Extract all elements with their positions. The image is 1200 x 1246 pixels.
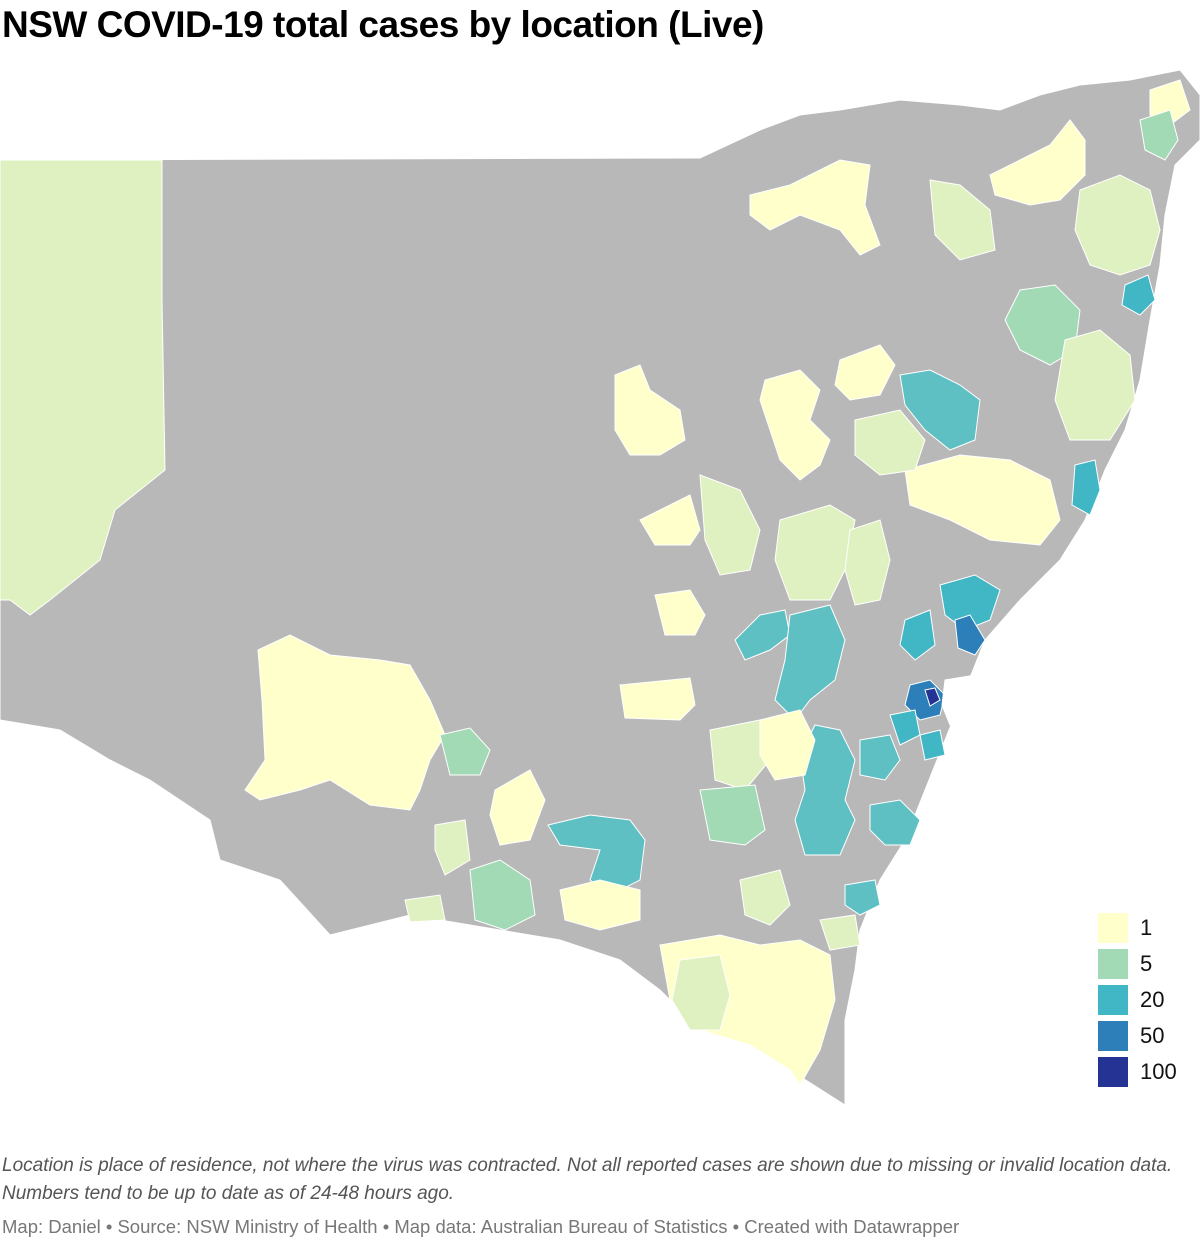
legend-item: 50 xyxy=(1098,1018,1198,1054)
legend-label: 50 xyxy=(1140,1023,1165,1048)
nsw-outline[interactable] xyxy=(0,69,1200,1106)
region-south-green-2[interactable] xyxy=(739,869,791,926)
region-coastal-teal-1[interactable] xyxy=(899,609,936,661)
region-southern-teal-3[interactable] xyxy=(859,734,901,781)
region-hunter-teal[interactable] xyxy=(939,574,1001,631)
region-ne-green-1[interactable] xyxy=(1074,174,1161,276)
legend-label: 20 xyxy=(1140,987,1165,1012)
region-port-teal[interactable] xyxy=(1071,459,1101,516)
region-sc-green-1[interactable] xyxy=(709,719,771,791)
region-ne-green-5[interactable] xyxy=(1054,329,1136,441)
region-cw-yellow-1[interactable] xyxy=(654,589,706,636)
region-murray-yellow-1[interactable] xyxy=(489,769,546,846)
legend-label: 5 xyxy=(1140,951,1153,976)
region-coffs-teal[interactable] xyxy=(1121,274,1156,316)
region-southern-teal-2[interactable] xyxy=(869,799,921,846)
nsw-map-svg[interactable] xyxy=(0,60,1200,1120)
region-central-yellow[interactable] xyxy=(614,364,686,456)
legend-item: 20 xyxy=(1098,982,1198,1018)
legend-item: 5 xyxy=(1098,946,1198,982)
region-ne-yellow-1[interactable] xyxy=(989,119,1086,206)
region-murray-green-2[interactable] xyxy=(434,819,471,876)
region-cw-green-3[interactable] xyxy=(844,519,891,606)
region-mid-yellow-4[interactable] xyxy=(639,494,701,546)
map-credits: Map: Daniel • Source: NSW Ministry of He… xyxy=(2,1216,960,1237)
legend-swatch xyxy=(1098,1021,1128,1051)
legend-swatch xyxy=(1098,949,1128,979)
region-sydney-teal-2[interactable] xyxy=(919,729,946,761)
region-mid-yellow-1[interactable] xyxy=(759,369,831,481)
region-murray-green-1[interactable] xyxy=(469,859,536,931)
choropleth-map[interactable] xyxy=(0,60,1200,1120)
region-cw-green-2[interactable] xyxy=(774,504,856,601)
region-sydney-metro-white[interactable] xyxy=(941,674,986,726)
legend-swatch xyxy=(1098,913,1128,943)
region-mid-green-1[interactable] xyxy=(854,409,926,476)
region-murray-green-3[interactable] xyxy=(404,894,446,923)
region-mid-yellow-3[interactable] xyxy=(904,454,1061,546)
region-cw-green-1[interactable] xyxy=(699,474,761,576)
legend-item: 1 xyxy=(1098,910,1198,946)
legend-item: 100 xyxy=(1098,1054,1198,1090)
region-sc-green-2[interactable] xyxy=(699,784,766,846)
map-notes: Location is place of residence, not wher… xyxy=(2,1155,1173,1204)
legend-swatch xyxy=(1098,985,1128,1015)
region-mid-yellow-5[interactable] xyxy=(619,677,696,721)
region-sc-yellow-1[interactable] xyxy=(759,709,816,781)
region-south-coast-teal[interactable] xyxy=(844,879,881,916)
region-south-coast-green[interactable] xyxy=(819,914,861,951)
map-title: NSW COVID-19 total cases by location (Li… xyxy=(2,4,764,45)
region-ne-green-2[interactable] xyxy=(1139,109,1179,161)
legend-label: 1 xyxy=(1140,915,1153,940)
region-murray-yellow-2[interactable] xyxy=(559,879,641,931)
legend-swatch xyxy=(1098,1057,1128,1087)
map-legend: 1 5 20 50 100 xyxy=(1098,910,1198,1090)
region-north-yellow[interactable] xyxy=(749,159,881,256)
region-riverina-green[interactable] xyxy=(439,727,491,776)
region-south-green-1[interactable] xyxy=(671,954,731,1031)
region-newcastle-blue[interactable] xyxy=(954,614,986,656)
region-orange-teal-2[interactable] xyxy=(774,604,846,721)
region-ne-green-3[interactable] xyxy=(929,179,996,261)
region-south-west[interactable] xyxy=(244,634,446,811)
region-sydney-darkblue[interactable] xyxy=(924,687,941,707)
region-mid-yellow-2[interactable] xyxy=(834,344,896,401)
region-far-west[interactable] xyxy=(0,159,166,616)
legend-label: 100 xyxy=(1140,1059,1177,1084)
region-tamworth-teal[interactable] xyxy=(899,369,981,451)
